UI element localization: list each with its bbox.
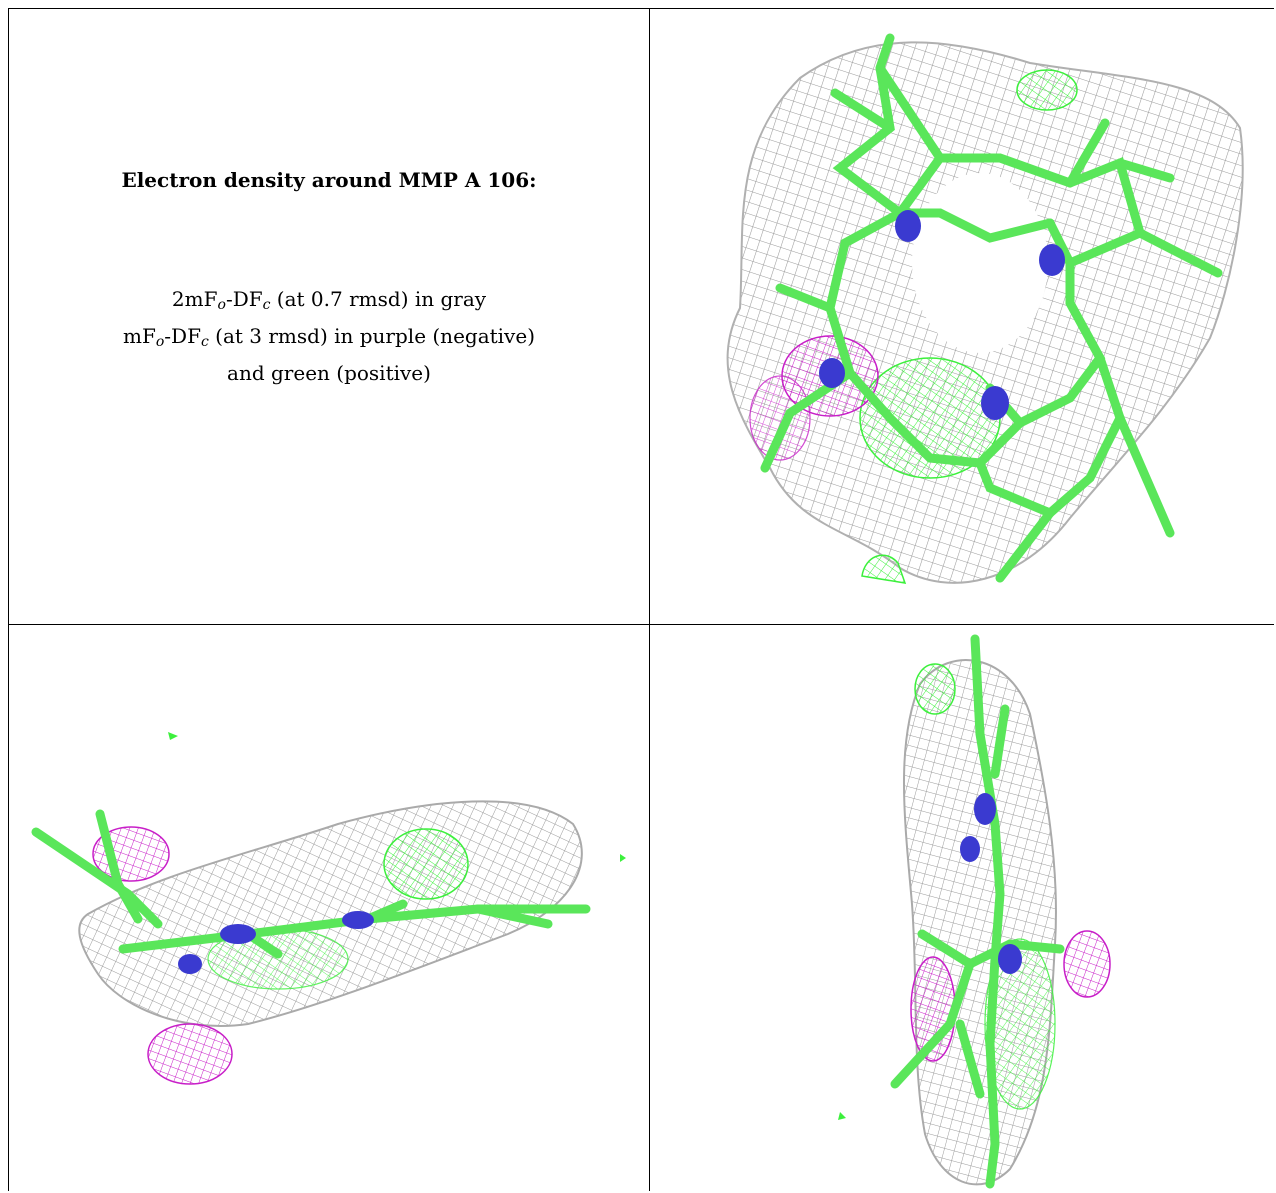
mesh-2fofc-top [726,41,1244,584]
stray-density-side-v [838,1112,846,1120]
mesh-positive-top [859,69,1078,584]
mesh-positive-side-h [207,828,469,990]
legend-line-2fofc: 2mFo-DFc (at 0.7 rmsd) in gray [171,287,487,313]
mesh-positive-side-v [914,663,1056,1110]
density-view-side-vertical [650,624,1274,1191]
nitrogen-atoms-side-v [960,793,1022,974]
caption-heading: Electron density around MMP A 106: [121,168,537,192]
nitrogen-atoms-side-h [178,911,374,974]
molecule-model-top [760,33,1223,583]
caption-cell: Electron density around MMP A 106: 2mFo-… [8,8,650,624]
table-border-top [8,8,1274,9]
legend-line-fofc: mFo-DFc (at 3 rmsd) in purple (negative) [123,324,535,350]
molecule-model-side-v [890,634,1065,1189]
table-divider-horizontal [8,624,1274,625]
nitrogen-atoms-top [819,210,1065,420]
density-view-side-horizontal [8,624,650,1191]
density-view-top [650,8,1274,624]
legend-line-positive: and green (positive) [227,361,431,385]
caption-legend: 2mFo-DFc (at 0.7 rmsd) in gray mFo-DFc (… [8,284,650,389]
table-border-left [8,8,9,1191]
figure-table: Electron density around MMP A 106: 2mFo-… [8,8,1274,1191]
table-divider-vertical [649,8,650,1191]
stray-density-side-h [168,732,626,862]
